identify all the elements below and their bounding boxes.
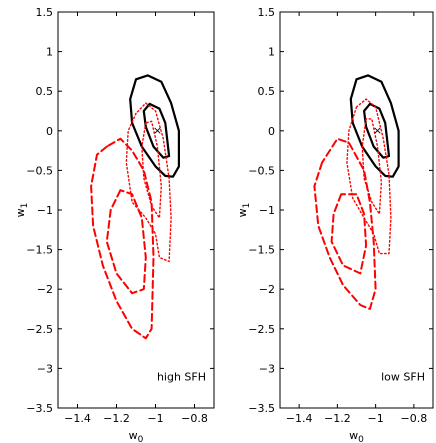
solid-contour [142, 102, 171, 159]
y-tick-label: −1 [259, 204, 275, 217]
y-tick-label: 1.5 [258, 6, 276, 19]
y-axis-label: w1 [14, 203, 30, 218]
dotted-contour [125, 102, 172, 263]
y-tick-label: −2.5 [26, 323, 53, 336]
x-tick-label: −1.2 [324, 412, 351, 425]
y-tick-label: −0.5 [248, 164, 275, 177]
dotted-contour [361, 118, 383, 215]
plot-frame [57, 11, 215, 409]
x-tick-label: −1 [147, 412, 163, 425]
y-tick-label: −3.5 [248, 402, 275, 415]
y-tick-label: −1 [37, 204, 53, 217]
x-axis-label: w0 [349, 429, 364, 443]
x-tick-label: −1 [368, 412, 384, 425]
y-tick-label: 0 [268, 125, 275, 138]
x-tick-label: −1.4 [64, 412, 91, 425]
y-tick-label: −2.5 [248, 323, 275, 336]
y-tick-label: −3 [259, 362, 275, 375]
x-tick-label: −0.8 [181, 412, 208, 425]
dashed-contour [330, 193, 368, 275]
best-fit-marker: × [153, 124, 162, 137]
y-tick-label: −3.5 [26, 402, 53, 415]
panel-2: −1.4 −1.2 −1 −0.8 1.5 1 0.5 0 −0.5 −1 −1.5 −2 −2.5 −3… [236, 6, 434, 443]
contours [313, 74, 400, 310]
dashed-contour [105, 189, 147, 295]
y-tick-label: −0.5 [26, 164, 53, 177]
solid-contour [349, 74, 400, 178]
solid-contour [129, 74, 180, 178]
y-tick-label: 1 [46, 46, 53, 59]
x-tick-label: −1.2 [103, 412, 130, 425]
x-axis-label-sub: 0 [358, 435, 364, 443]
solid-contour [363, 102, 391, 159]
y-axis-label-sub: 1 [20, 203, 30, 209]
y-tick-label: −1.5 [26, 244, 53, 257]
panel-annotation: low SFH [381, 370, 425, 383]
dotted-contour [346, 98, 392, 255]
y-axis-label-sub: 1 [242, 203, 252, 209]
x-tick-label: −1.4 [286, 412, 313, 425]
y-tick-label: −2 [37, 283, 53, 296]
y-axis-label: w1 [236, 203, 252, 218]
x-axis-label: w0 [129, 429, 144, 443]
y-tick-label: 0.5 [36, 85, 54, 98]
plot-frame [279, 11, 434, 409]
panel-annotation: high SFH [157, 370, 206, 383]
y-tick-label: −1.5 [248, 244, 275, 257]
dashed-contour [90, 137, 155, 340]
y-tick-label: 0.5 [258, 85, 276, 98]
dotted-contour [141, 120, 162, 219]
dashed-contour [313, 137, 377, 310]
best-fit-marker: × [373, 124, 382, 137]
y-tick-label: −3 [37, 362, 53, 375]
x-axis-label-sub: 0 [138, 435, 144, 443]
y-tick-label: 0 [46, 125, 53, 138]
y-tick-label: 1.5 [36, 6, 54, 19]
contours [90, 74, 180, 340]
y-tick-label: 1 [268, 46, 275, 59]
y-tick-label: −2 [259, 283, 275, 296]
panel-1: −1.4 −1.2 −1 −0.8 1.5 1 0.5 0 −0.5 −1 −1.5 −2 −2.5 −3… [14, 6, 215, 443]
x-tick-label: −0.8 [401, 412, 428, 425]
